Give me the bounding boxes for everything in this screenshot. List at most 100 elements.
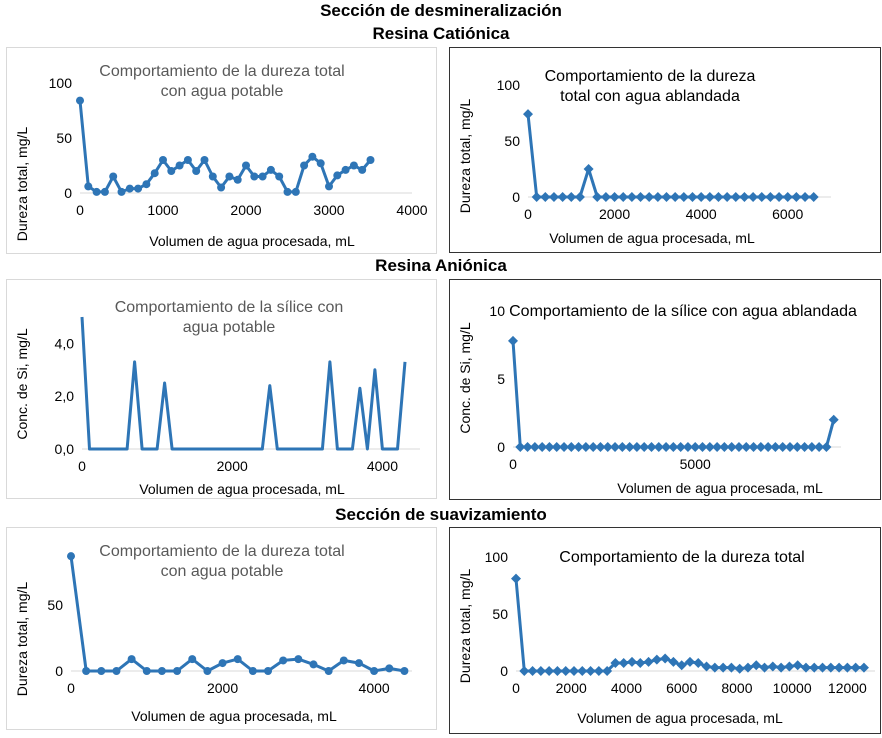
data-point <box>200 156 209 164</box>
data-point <box>784 661 795 672</box>
chart-panel-anionic-softened: Comportamiento de la sílice con agua abl… <box>449 279 881 500</box>
data-point <box>602 442 613 452</box>
data-point <box>733 442 744 452</box>
data-point <box>258 172 267 181</box>
data-point <box>697 442 708 452</box>
data-point <box>188 655 197 664</box>
data-point <box>233 175 242 184</box>
chart-plot: 0 50 100 0 2000 4000 6000 8000 10000 12000 <box>485 549 875 696</box>
series-line <box>69 556 405 673</box>
data-point <box>626 192 637 202</box>
x-axis-label: Volumen de agua procesada, mL <box>549 230 755 246</box>
data-point <box>635 192 646 202</box>
data-point <box>595 442 606 452</box>
y-tick-label: 0 <box>500 663 508 679</box>
data-point <box>233 655 242 664</box>
data-point <box>842 662 853 673</box>
y-tick-label: 50 <box>492 606 508 622</box>
chart-plot: 0,0 2,0 4,0 0 2000 4000 <box>55 316 420 474</box>
data-point <box>704 192 715 202</box>
data-point <box>264 667 273 675</box>
x-tick-label: 0 <box>76 202 84 218</box>
data-point <box>125 184 134 193</box>
data-point <box>100 187 109 196</box>
data-point <box>370 667 379 675</box>
data-point <box>618 658 629 669</box>
data-point <box>127 655 136 664</box>
data-point <box>266 165 275 174</box>
x-tick-label: 1000 <box>147 202 178 218</box>
data-point <box>333 171 342 180</box>
data-point <box>309 660 318 669</box>
data-point <box>618 192 629 202</box>
data-point <box>535 666 546 676</box>
y-tick-label: 50 <box>56 130 72 146</box>
data-point <box>325 182 333 191</box>
x-tick-label: 4000 <box>611 680 642 696</box>
data-point <box>719 442 730 452</box>
y-tick-label: 50 <box>504 133 520 149</box>
data-point <box>279 656 288 665</box>
chart-panel-cationic-potable: Comportamiento de la dureza total con ag… <box>6 47 437 254</box>
y-axis-label: Dureza total, mg/L <box>457 568 473 684</box>
data-point <box>511 573 521 584</box>
x-tick-label: 2000 <box>230 202 261 218</box>
data-point <box>784 442 795 452</box>
data-point <box>515 442 526 452</box>
data-point <box>568 666 579 676</box>
data-point <box>366 156 375 164</box>
data-point <box>358 165 367 174</box>
data-point <box>349 161 358 170</box>
data-point <box>308 152 317 161</box>
data-point <box>653 442 664 452</box>
y-axis-label: Dureza total, mg/L <box>14 581 30 697</box>
x-tick-label: 4000 <box>686 206 717 222</box>
data-point <box>537 442 548 452</box>
data-point <box>765 192 776 202</box>
data-point <box>755 442 766 452</box>
data-point <box>693 658 704 669</box>
data-point <box>858 662 869 673</box>
data-point <box>792 442 803 452</box>
data-point <box>610 442 621 452</box>
x-axis-label: Volumen de agua procesada, mL <box>149 233 355 249</box>
section-title-anionic: Resina Aniónica <box>375 256 507 275</box>
data-point <box>828 414 839 425</box>
data-point <box>687 192 698 202</box>
data-point <box>668 442 679 452</box>
data-point <box>767 661 778 672</box>
y-tick-label: 100 <box>485 549 509 565</box>
data-point <box>559 442 570 452</box>
chart-title: Comportamiento de la sílice con agua abl… <box>509 303 857 320</box>
x-tick-label: 8000 <box>721 680 752 696</box>
x-tick-label: 12000 <box>828 680 867 696</box>
data-point <box>809 662 820 673</box>
data-point <box>574 192 585 202</box>
data-point <box>400 667 409 675</box>
data-point <box>354 659 363 668</box>
x-tick-label: 4000 <box>396 202 427 218</box>
data-point <box>529 442 540 452</box>
data-point <box>682 442 693 452</box>
data-point <box>624 442 635 452</box>
data-point <box>806 442 817 452</box>
data-point <box>734 663 745 674</box>
chart-panel-cationic-softened: Comportamiento de la dureza total con ag… <box>449 47 881 253</box>
data-point <box>652 192 663 202</box>
data-point <box>808 192 819 202</box>
data-point <box>544 442 555 452</box>
data-point <box>643 656 654 667</box>
data-point <box>660 653 671 664</box>
section-title-cationic: Resina Catiónica <box>372 24 510 43</box>
y-axis-label: Conc. de Si, mg/L <box>457 322 473 434</box>
x-tick-label: 0 <box>524 206 532 222</box>
data-point <box>792 660 803 671</box>
x-tick-label: 0 <box>78 458 86 474</box>
series-line <box>78 100 372 194</box>
data-point <box>248 667 257 675</box>
x-tick-label: 6000 <box>772 206 803 222</box>
data-point <box>566 192 577 202</box>
data-point <box>748 442 759 452</box>
data-point <box>759 662 770 673</box>
data-point <box>275 172 284 181</box>
